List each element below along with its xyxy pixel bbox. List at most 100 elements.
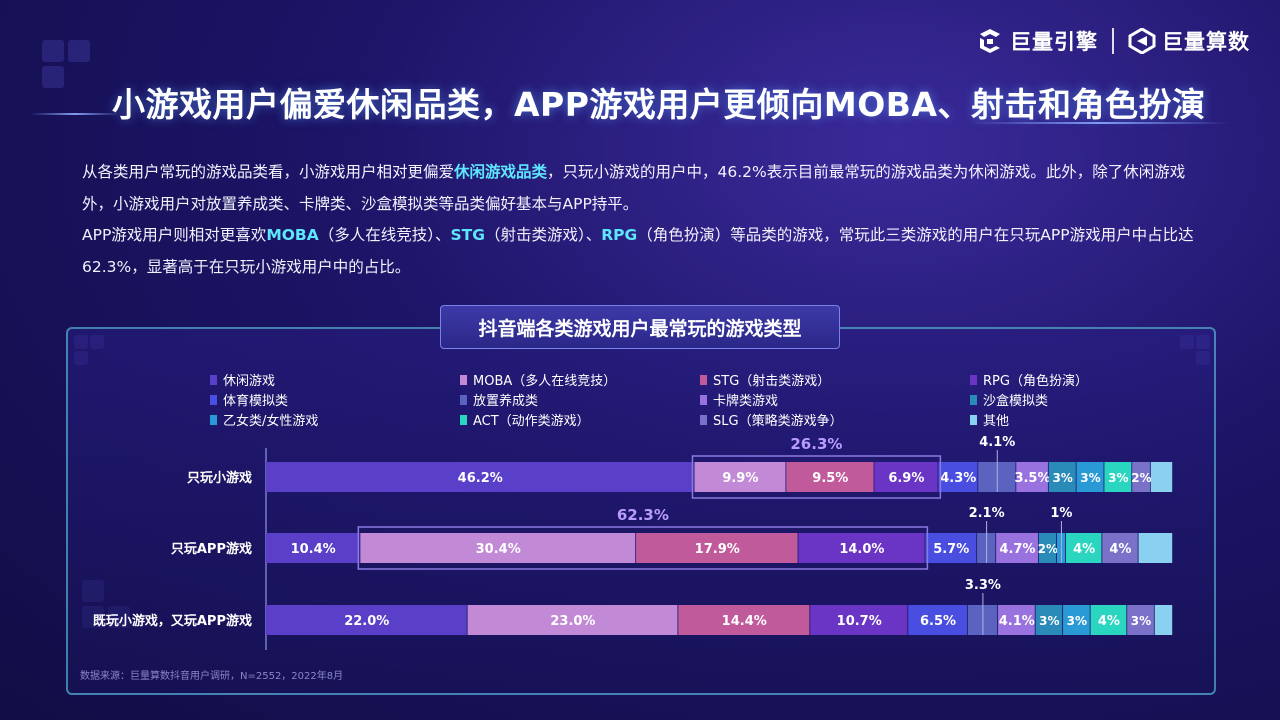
p2-highlight-moba: MOBA [266, 226, 319, 244]
legend-swatch [210, 374, 217, 385]
legend-label: RPG（角色扮演） [983, 374, 1088, 389]
legend-label: STG（射击类游戏） [713, 374, 831, 389]
paragraph-1: 从各类用户常玩的游戏品类看，小游戏用户相对更偏爱休闲游戏品类，只玩小游戏的用户中… [82, 157, 1202, 220]
description: 从各类用户常玩的游戏品类看，小游戏用户相对更偏爱休闲游戏品类，只玩小游戏的用户中… [82, 157, 1202, 283]
legend-label: 休闲游戏 [223, 374, 276, 389]
bar-segment [1154, 605, 1173, 635]
page-title: 小游戏用户偏爱休闲品类，APP游戏用户更倾向MOBA、射击和角色扮演 [112, 85, 1206, 124]
logo-juliang-yinqing: 巨量引擎 [976, 26, 1098, 56]
title-decor-line-left [30, 113, 120, 115]
legend-swatch [700, 394, 707, 405]
bar-value-label: 2% [1038, 542, 1058, 556]
legend-label: 卡牌类游戏 [713, 394, 779, 409]
bar-value-label: 3% [1052, 471, 1072, 485]
p1-text-a: 从各类用户常玩的游戏品类看，小游戏用户相对更偏爱 [82, 163, 455, 181]
p2-text-c: （射击类游戏）、 [484, 226, 602, 244]
bar-value-label: 4.1% [999, 614, 1035, 629]
legend-item: STG（射击类游戏） [700, 370, 830, 389]
bar-value-label: 17.9% [695, 542, 740, 557]
category-label: 只玩APP游戏 [171, 541, 252, 557]
category-label: 既玩小游戏，又玩APP游戏 [93, 613, 252, 629]
bar-segment [1016, 462, 1048, 492]
bar-segment [798, 533, 925, 563]
bar-segment [996, 533, 1038, 563]
bar-segment [636, 533, 798, 563]
legend-item: SLG（策略类游戏争） [700, 410, 843, 429]
legend-swatch [460, 414, 467, 425]
bar-segment [1150, 462, 1173, 492]
legend-item: 体育模拟类 [210, 390, 288, 409]
bar-segment [266, 533, 360, 563]
bar-value-label: 10.7% [837, 614, 882, 629]
legend-item: 放置养成类 [460, 390, 538, 409]
bar-segment [908, 605, 967, 635]
legend-swatch [210, 394, 217, 405]
legend-label: ACT（动作类游戏） [473, 414, 590, 429]
bar-value-label: 6.9% [888, 471, 924, 486]
logo1-text: 巨量引擎 [1010, 30, 1098, 54]
bar-value-label: 3% [1108, 471, 1128, 485]
legend-label: MOBA（多人在线竞技） [473, 374, 617, 389]
legend-item: 卡牌类游戏 [700, 390, 778, 409]
legend-label: 放置养成类 [473, 394, 539, 409]
logo-divider [1112, 28, 1114, 54]
bar-segment [266, 462, 694, 492]
bar-segment [467, 605, 678, 635]
bar-value-label: 22.0% [344, 614, 389, 629]
bar-segment [1090, 605, 1127, 635]
bar-value-label: 10.4% [291, 542, 336, 557]
bar-value-label: 30.4% [476, 542, 521, 557]
legend-label: 体育模拟类 [223, 394, 289, 409]
legend-swatch [210, 414, 217, 425]
bar-segment [1038, 533, 1057, 563]
outside-value-label: 3.3% [965, 578, 1001, 593]
bar-segment [1035, 605, 1063, 635]
bar-value-label: 3.5% [1014, 471, 1050, 486]
p2-highlight-stg: STG [450, 226, 485, 244]
legend-swatch [700, 374, 707, 385]
legend-swatch [970, 394, 977, 405]
decor-square [68, 40, 90, 62]
paragraph-2: APP游戏用户则相对更喜欢MOBA（多人在线竞技）、STG（射击类游戏）、RPG… [82, 220, 1202, 283]
bar-segment [874, 462, 938, 492]
bar-segment [1065, 533, 1102, 563]
decor-square [42, 66, 64, 88]
legend-item: 沙盒模拟类 [970, 390, 1048, 409]
legend-item: 乙女类/女性游戏 [210, 410, 318, 429]
bar-segment [786, 462, 874, 492]
p1-text-b: ，只玩小游戏的用户中，46.2%表示目前最常玩的游戏品类为休闲游戏。此外，除了休… [82, 163, 1186, 213]
logo2-text: 巨量算数 [1162, 30, 1250, 54]
bar-value-label: 5.7% [933, 542, 969, 557]
legend-item: MOBA（多人在线竞技） [460, 370, 616, 389]
bar-value-label: 4% [1109, 542, 1131, 557]
legend-swatch [460, 394, 467, 405]
bar-value-label: 3% [1039, 614, 1059, 628]
callout-box [357, 526, 929, 570]
juliang-suanshu-logo-icon [1128, 28, 1156, 54]
legend-label: 乙女类/女性游戏 [223, 414, 319, 429]
bar-value-label: 14.4% [722, 614, 767, 629]
legend-label: 其他 [983, 414, 1010, 429]
p2-text-a: APP游戏用户则相对更喜欢 [82, 226, 267, 244]
decor-square [42, 40, 64, 62]
bar-segment [938, 462, 978, 492]
bar-segment [266, 605, 467, 635]
bar-value-label: 14.0% [839, 542, 884, 557]
bar-value-label: 23.0% [550, 614, 595, 629]
title-decor-line-right [970, 122, 1230, 124]
legend-item: ACT（动作类游戏） [460, 410, 590, 429]
bar-segment [1063, 605, 1090, 635]
p2-text-b: （多人在线竞技）、 [318, 226, 451, 244]
legend-swatch [970, 414, 977, 425]
callout-box [691, 455, 942, 499]
legend-item: 休闲游戏 [210, 370, 275, 389]
bar-segment [1127, 605, 1154, 635]
bar-segment [1048, 462, 1076, 492]
bar-segment [1132, 462, 1150, 492]
bar-value-label: 9.5% [812, 471, 848, 486]
bar-value-label: 4.3% [940, 471, 976, 486]
p2-text-d: （角色扮演）等品类的游戏，常玩此三类游戏的用户在只玩APP游戏用户中占比达62.… [82, 226, 1194, 276]
legend-label: 沙盒模拟类 [983, 394, 1049, 409]
bar-segment [810, 605, 908, 635]
